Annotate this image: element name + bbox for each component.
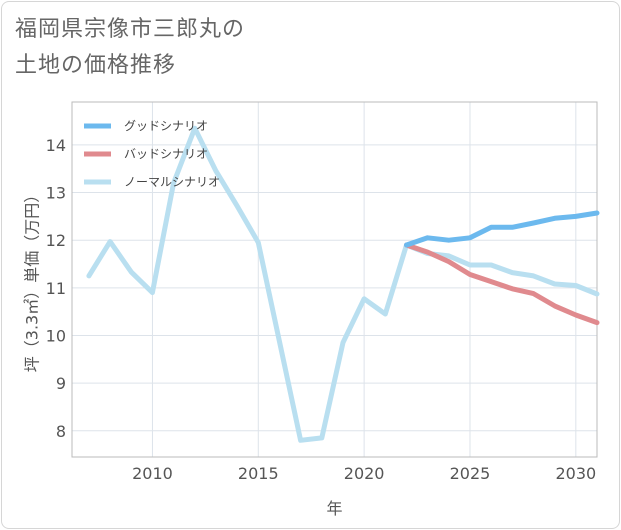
tick-labels: 2010 2015 2020 2025 2030 8 9 10 11 12 13 14 (46, 136, 597, 483)
y-tick-label-10: 10 (46, 326, 66, 345)
legend-label-バッドシナリオ: バッドシナリオ (124, 147, 208, 161)
y-axis-label: 坪（3.3㎡）単価（万円） (23, 187, 42, 372)
y-tick-label-13: 13 (46, 184, 66, 203)
legend-label-グッドシナリオ: グッドシナリオ (124, 119, 208, 133)
x-tick-label-2015: 2015 (238, 464, 279, 483)
y-tick-label-8: 8 (56, 422, 66, 441)
x-tick-label-2025: 2025 (450, 464, 491, 483)
y-tick-label-11: 11 (46, 279, 66, 298)
series-line-ノーマルシナリオ (86, 125, 600, 443)
x-axis-label: 年 (326, 499, 342, 518)
series-line-バッドシナリオ (404, 242, 600, 326)
y-tick-label-14: 14 (46, 136, 66, 155)
grid (72, 102, 597, 457)
series-line-グッドシナリオ (404, 210, 600, 248)
chart-title-line-1: 福岡県宗像市三郎丸の (15, 17, 246, 42)
legend-label-ノーマルシナリオ: ノーマルシナリオ (124, 175, 220, 189)
series-group (86, 125, 600, 443)
chart-title-line-2: 土地の価格推移 (15, 53, 177, 78)
x-tick-label-2020: 2020 (344, 464, 385, 483)
x-tick-label-2010: 2010 (132, 464, 173, 483)
y-tick-label-9: 9 (56, 374, 66, 393)
chart-title: 福岡県宗像市三郎丸の 土地の価格推移 (15, 12, 245, 84)
y-tick-label-12: 12 (46, 231, 66, 250)
x-tick-label-2030: 2030 (555, 464, 596, 483)
plot-frame (71, 101, 598, 458)
